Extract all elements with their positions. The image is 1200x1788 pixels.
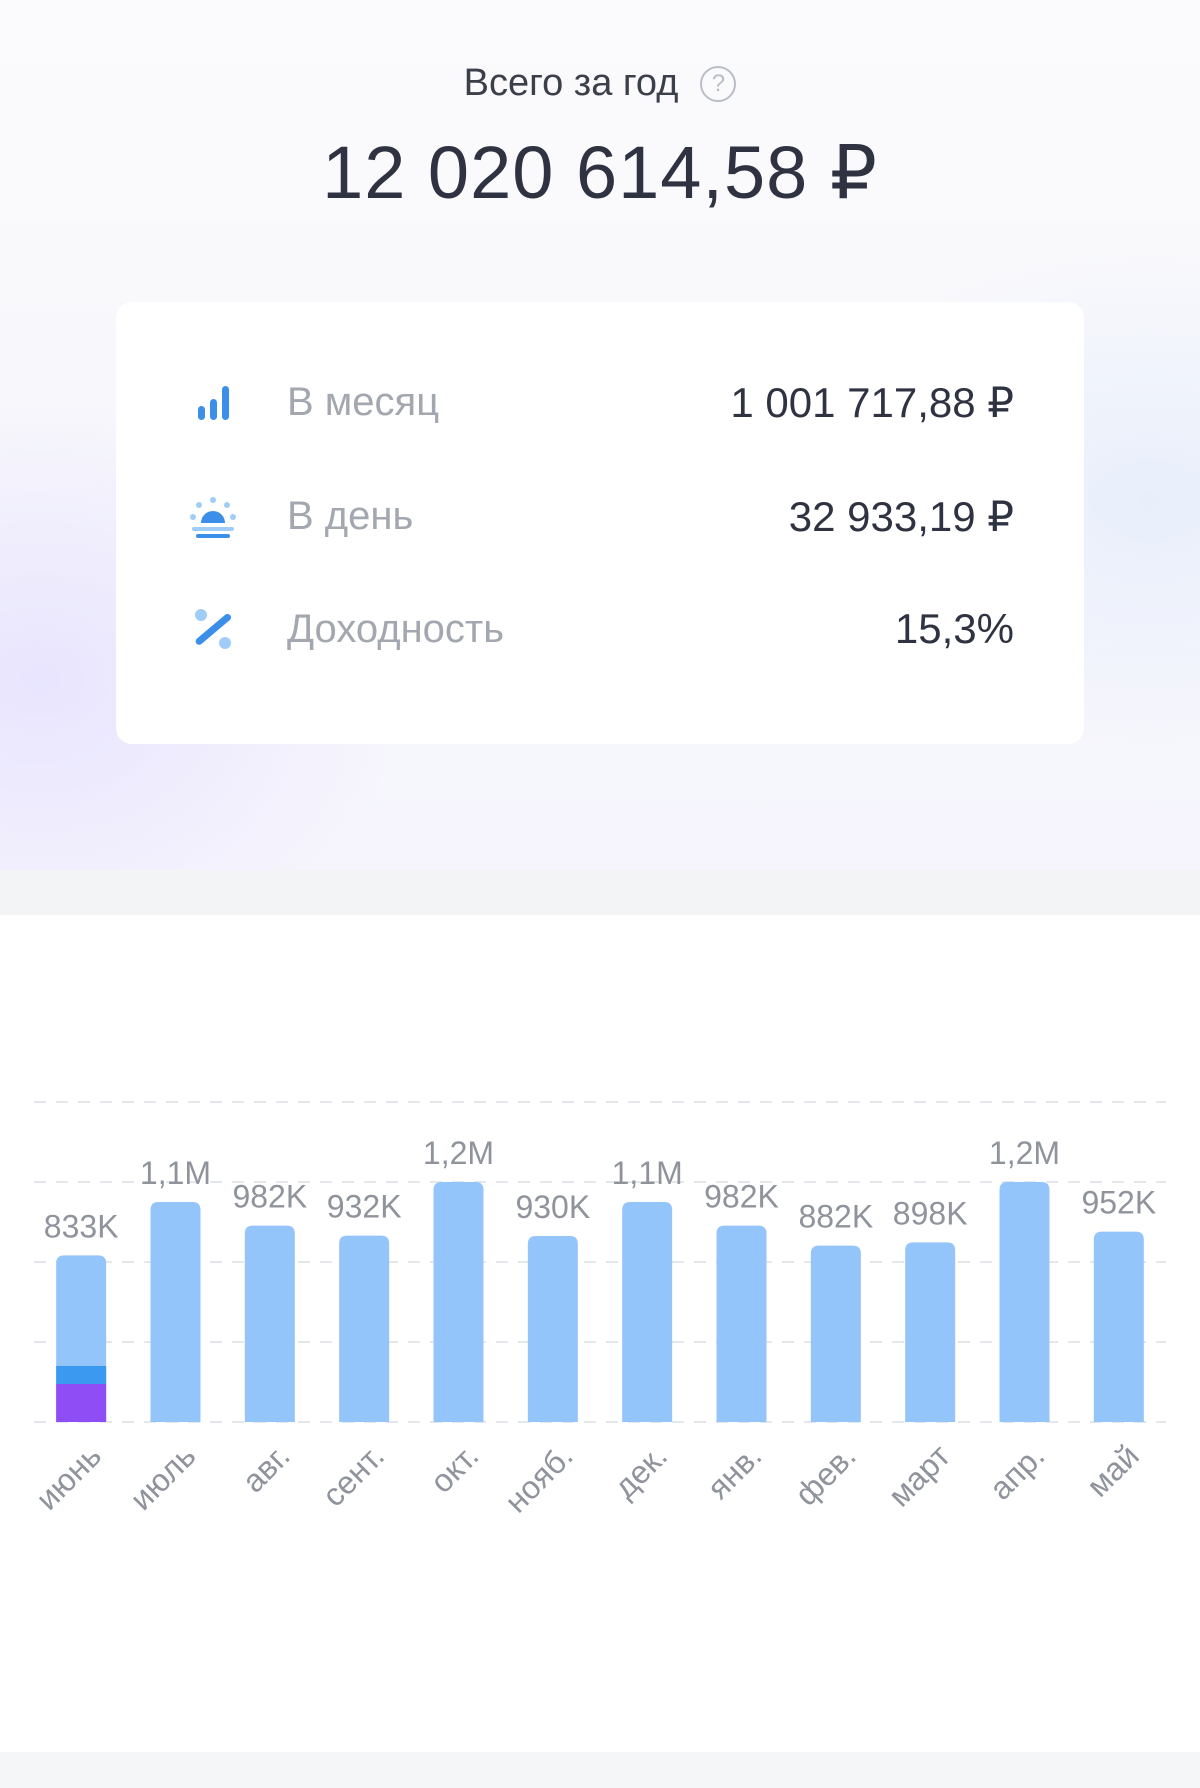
stat-label: В месяц [287, 380, 440, 424]
summary-header: Всего за год ? [0, 62, 1200, 105]
chart-data-label: 1,2M [423, 1135, 494, 1171]
chart-bar [716, 1225, 767, 1422]
chart-data-label: 932K [327, 1189, 402, 1225]
chart-bar [1093, 1231, 1144, 1422]
chart-data-label: 898K [893, 1195, 968, 1231]
chart-data-label: 1,1M [140, 1155, 211, 1191]
chart-category-label: март [881, 1437, 957, 1513]
chart-bar [150, 1202, 201, 1422]
sunrise-icon [190, 497, 236, 538]
stats-card: В месяц 1 001 717,88 ₽ В день 32 933,19 … [116, 302, 1084, 744]
stat-value: 15,3% [894, 605, 1014, 652]
percent-icon [195, 609, 231, 649]
chart-category-label: июль [123, 1437, 203, 1517]
bar-chart: 833K июнь 1,1M июль 982K авг. 932K сент. 1,2M окт… [29, 1101, 1166, 1520]
monthly-income-chart: 833K июнь 1,1M июль 982K авг. 932K сент. 1,2M окт… [0, 1040, 1200, 1540]
chart-bar [339, 1235, 390, 1422]
chart-category-label: дек. [607, 1437, 674, 1504]
chart-category-label: авг. [235, 1437, 297, 1499]
chart-category-label: окт. [423, 1437, 485, 1499]
chart-bar [905, 1242, 956, 1422]
chart-category-label: нояб. [498, 1437, 580, 1519]
yearly-total: 12 020 614,58 ₽ [322, 131, 878, 214]
chart-data-label: 882K [798, 1199, 873, 1235]
chart-bar-segment-blue [56, 1366, 107, 1384]
chart-data-label: 930K [515, 1189, 590, 1225]
summary-title: Всего за год [463, 62, 679, 104]
chart-data-label: 982K [232, 1179, 307, 1215]
chart-data-label: 982K [704, 1179, 779, 1215]
chart-category-label: апр. [982, 1437, 1051, 1506]
stat-row-monthly: В месяц 1 001 717,88 ₽ [116, 372, 1084, 432]
chart-bar [433, 1182, 484, 1422]
chart-data-label: 1,1M [612, 1155, 683, 1191]
chart-data-label: 833K [44, 1208, 119, 1244]
stat-value: 1 001 717,88 ₽ [730, 379, 1014, 426]
help-icon[interactable]: ? [700, 65, 737, 102]
chart-bar [810, 1245, 861, 1422]
chart-category-label: сент. [315, 1437, 391, 1513]
stat-row-yield: Доходность 15,3% [116, 599, 1084, 659]
chart-bar [244, 1225, 295, 1422]
chart-category-label: янв. [700, 1437, 769, 1506]
chart-bar [622, 1202, 673, 1422]
chart-category-label: июнь [29, 1437, 108, 1516]
chart-category-label: май [1080, 1437, 1146, 1503]
chart-category-label: фев. [788, 1437, 863, 1512]
chart-data-label: 1,2M [989, 1135, 1060, 1171]
stat-label: В день [287, 494, 414, 538]
chart-bar [999, 1182, 1050, 1422]
chart-bar-segment-purple [56, 1384, 107, 1422]
stat-row-daily: В день 32 933,19 ₽ [116, 486, 1084, 546]
chart-bar [527, 1236, 578, 1422]
bottom-divider [0, 1752, 1200, 1788]
chart-data-label: 952K [1081, 1185, 1156, 1221]
section-divider [0, 870, 1200, 915]
stat-value: 32 933,19 ₽ [788, 493, 1014, 540]
stat-label: Доходность [287, 607, 505, 651]
bar-chart-icon [198, 386, 229, 420]
